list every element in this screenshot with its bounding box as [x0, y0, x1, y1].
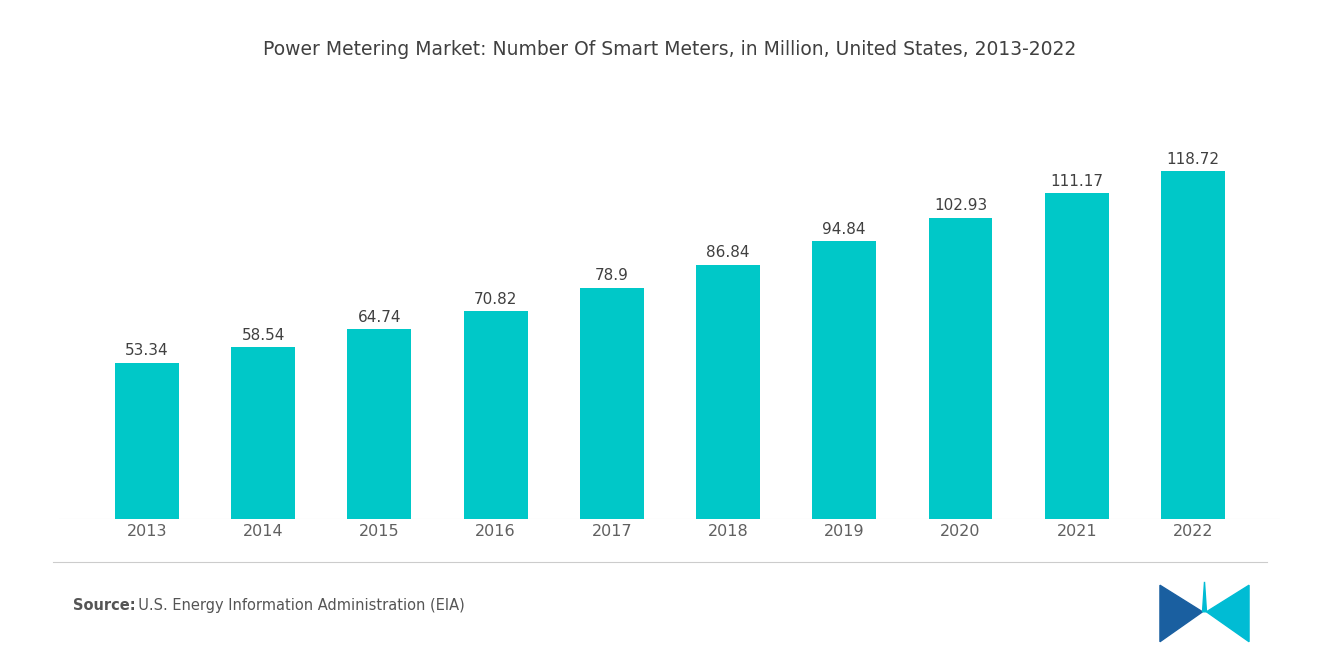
- Text: 70.82: 70.82: [474, 292, 517, 307]
- Text: 94.84: 94.84: [822, 222, 866, 237]
- Text: 58.54: 58.54: [242, 328, 285, 343]
- Text: Source:: Source:: [73, 598, 135, 612]
- Bar: [812, 241, 876, 519]
- Bar: [696, 265, 760, 519]
- Polygon shape: [1160, 585, 1203, 642]
- Bar: [347, 329, 412, 519]
- Text: 111.17: 111.17: [1051, 174, 1104, 189]
- Polygon shape: [1206, 585, 1249, 642]
- Title: Power Metering Market: Number Of Smart Meters, in Million, United States, 2013-2: Power Metering Market: Number Of Smart M…: [263, 40, 1077, 59]
- Bar: [115, 362, 178, 519]
- Text: 86.84: 86.84: [706, 245, 750, 260]
- Text: 53.34: 53.34: [125, 343, 169, 358]
- Text: 118.72: 118.72: [1167, 152, 1220, 167]
- Bar: [1162, 172, 1225, 519]
- Text: 102.93: 102.93: [933, 198, 987, 213]
- Polygon shape: [1203, 582, 1206, 612]
- Bar: [579, 288, 644, 519]
- Bar: [1044, 194, 1109, 519]
- Bar: [231, 347, 296, 519]
- Text: 78.9: 78.9: [595, 269, 628, 283]
- Text: 64.74: 64.74: [358, 310, 401, 325]
- Bar: [463, 311, 528, 519]
- Text: U.S. Energy Information Administration (EIA): U.S. Energy Information Administration (…: [129, 598, 465, 612]
- Bar: [928, 217, 993, 519]
